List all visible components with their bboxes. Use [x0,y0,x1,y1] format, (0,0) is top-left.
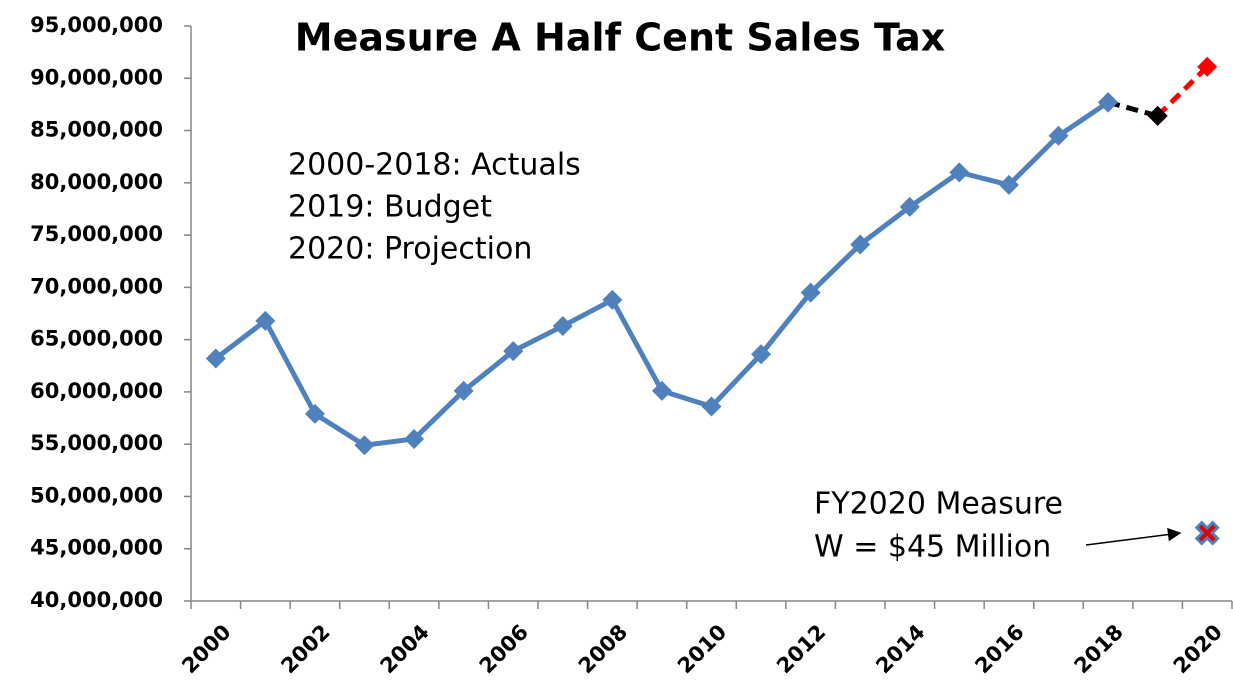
y-tick-label: 80,000,000 [30,170,163,194]
data-point [205,348,226,369]
y-tick-label: 95,000,000 [30,13,163,37]
data-point [1147,105,1168,126]
x-tick-label: 2002 [276,620,334,678]
x-tick-label: 2008 [574,620,632,678]
annotation-arrow [1085,527,1182,546]
data-point [899,196,920,217]
y-tick-label: 40,000,000 [30,588,163,612]
data-point [304,403,325,424]
data-point [701,396,722,417]
marker-cross [1198,524,1216,542]
y-tick-label: 75,000,000 [30,222,163,246]
data-point [503,341,524,362]
annotation: FY2020 Measure [814,487,1063,522]
data-point [354,435,375,456]
data-point [453,380,474,401]
annotation: 2019: Budget [288,190,492,225]
x-tick-label: 2006 [475,620,533,678]
x-tick-label: 2000 [177,620,235,678]
y-tick-label: 50,000,000 [30,483,163,507]
y-tick-label: 45,000,000 [30,536,163,560]
data-point [1098,92,1119,113]
data-point [949,162,970,183]
y-tick-label: 70,000,000 [30,274,163,298]
y-tick-label: 85,000,000 [30,118,163,142]
x-tick-label: 2018 [1070,620,1128,678]
data-point [1197,56,1218,77]
x-tick-label: 2016 [970,620,1028,678]
data-point [850,234,871,255]
data-point [404,428,425,449]
series-line [1155,64,1209,118]
x-tick-label: 2004 [376,620,434,678]
x-tick-label: 2010 [673,620,731,678]
x-tick-label: 2020 [1169,620,1227,678]
y-tick-label: 55,000,000 [30,431,163,455]
series-line [1107,99,1159,119]
data-point [751,344,772,365]
annotation: W = $45 Million [814,530,1051,565]
y-tick-label: 90,000,000 [30,65,163,89]
annotation: 2020: Projection [288,232,532,267]
annotation: 2000-2018: Actuals [288,148,581,183]
data-point [552,316,573,337]
x-tick-label: 2014 [871,620,929,678]
x-tick-label: 2012 [772,620,830,678]
data-point [602,289,623,310]
y-tick-label: 65,000,000 [30,327,163,351]
data-point [255,310,276,331]
data-point [800,282,821,303]
data-point [1048,125,1069,146]
data-point [651,380,672,401]
chart-title: Measure A Half Cent Sales Tax [295,16,945,60]
y-tick-label: 60,000,000 [30,379,163,403]
data-point [998,174,1019,195]
data-point [1194,520,1220,546]
